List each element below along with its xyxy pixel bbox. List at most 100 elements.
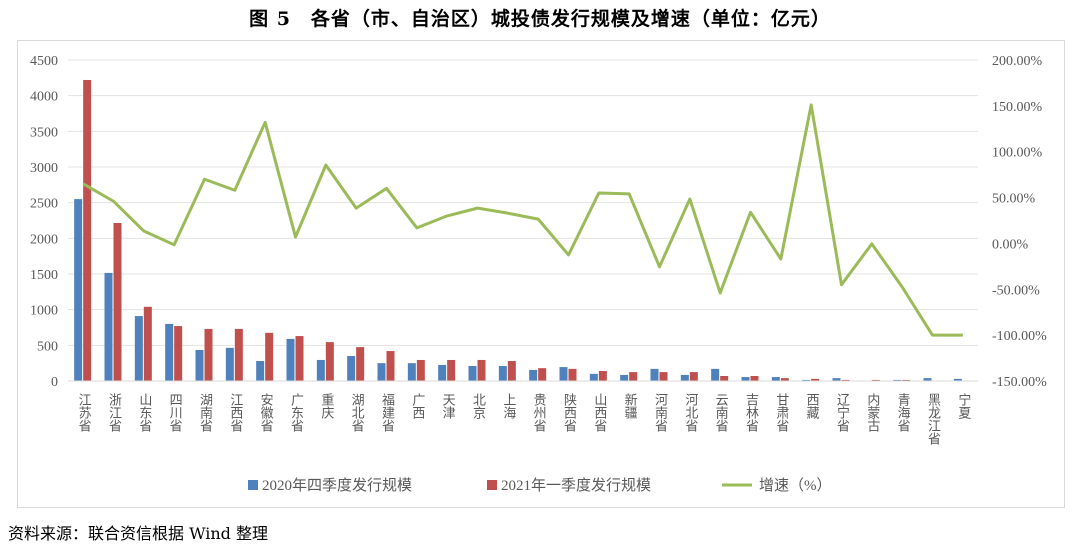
bar-2020q4 — [771, 377, 780, 381]
left-tick-label: 0 — [51, 375, 58, 390]
category-label: 湖北省 — [349, 393, 365, 432]
bar-2020q4 — [225, 347, 234, 381]
left-tick-label: 2000 — [30, 232, 58, 247]
category-label: 天津 — [440, 393, 456, 419]
bar-2020q4 — [559, 367, 568, 381]
left-tick-label: 1500 — [30, 268, 58, 283]
category-label: 山东省 — [136, 393, 152, 432]
bar-2021q1 — [629, 372, 638, 381]
bar-2021q1 — [143, 306, 152, 381]
bar-2020q4 — [620, 374, 629, 381]
bar-2020q4 — [953, 378, 962, 381]
category-label: 广东省 — [288, 393, 304, 432]
bar-2021q1 — [568, 368, 577, 381]
bar-2021q1 — [83, 79, 92, 382]
bar-2021q1 — [265, 332, 274, 381]
category-label: 青海省 — [895, 393, 911, 432]
category-label: 安徽省 — [258, 393, 274, 432]
bar-2020q4 — [377, 363, 386, 381]
bar-2021q1 — [234, 328, 243, 381]
right-tick-label: 50.00% — [992, 192, 1036, 207]
chart-frame — [17, 40, 1065, 508]
legend-label-2021q1: 2021年一季度发行规模 — [501, 477, 651, 494]
bar-2021q1 — [598, 371, 607, 381]
left-tick-label: 2500 — [30, 197, 58, 212]
category-label: 江西省 — [227, 393, 243, 432]
legend-label-2020q4: 2020年四季度发行规模 — [262, 477, 412, 494]
bar-2020q4 — [680, 374, 689, 381]
legend-swatch-2021q1 — [487, 480, 497, 490]
bar-2021q1 — [689, 372, 698, 381]
growth-line — [82, 103, 963, 337]
bar-2020q4 — [832, 378, 841, 381]
category-label: 贵州省 — [531, 393, 547, 432]
left-tick-label: 1000 — [30, 304, 58, 319]
bar-2021q1 — [325, 342, 334, 381]
category-label: 山西省 — [591, 393, 607, 432]
bar-2021q1 — [386, 351, 395, 381]
left-tick-label: 4500 — [30, 54, 58, 69]
bar-2021q1 — [841, 379, 850, 381]
bar-2020q4 — [195, 349, 204, 381]
bar-2021q1 — [811, 378, 820, 381]
legend-label-growth: 增速（%） — [759, 477, 832, 494]
bar-2020q4 — [316, 359, 325, 381]
category-label: 黑龙江省 — [925, 393, 941, 445]
category-label: 湖南省 — [197, 393, 213, 432]
right-tick-label: -100.00% — [992, 329, 1047, 344]
bar-2021q1 — [416, 359, 425, 381]
bar-2020q4 — [923, 378, 932, 381]
category-label: 云南省 — [713, 393, 729, 432]
bar-2020q4 — [498, 366, 507, 381]
bar-2021q1 — [447, 359, 456, 381]
right-tick-label: 0.00% — [992, 237, 1029, 252]
bar-2021q1 — [295, 336, 304, 381]
right-tick-label: 100.00% — [992, 146, 1043, 161]
category-label: 广西 — [409, 393, 425, 419]
category-label: 陕西省 — [561, 393, 577, 432]
bar-2020q4 — [104, 272, 113, 381]
category-label: 重庆 — [318, 392, 334, 419]
category-label: 浙江省 — [106, 393, 122, 432]
right-tick-label: -50.00% — [992, 283, 1040, 298]
right-tick-label: -150.00% — [992, 375, 1047, 390]
bar-2020q4 — [438, 364, 447, 381]
left-tick-label: 3500 — [30, 125, 58, 140]
bar-2020q4 — [802, 379, 811, 381]
bar-2020q4 — [134, 316, 143, 381]
right-tick-label: 150.00% — [992, 100, 1043, 115]
bar-2021q1 — [871, 379, 880, 381]
left-tick-label: 500 — [37, 339, 58, 354]
right-tick-label: 200.00% — [992, 54, 1043, 69]
category-label: 江苏省 — [76, 393, 92, 432]
left-tick-label: 3000 — [30, 161, 58, 176]
bar-2020q4 — [650, 368, 659, 381]
bar-2020q4 — [256, 361, 265, 381]
source-note: 资料来源：联合资信根据 Wind 整理 — [8, 524, 269, 543]
bar-2021q1 — [174, 326, 183, 381]
category-label: 新疆 — [622, 392, 638, 419]
bar-2020q4 — [893, 379, 902, 381]
bar-2020q4 — [165, 323, 174, 381]
left-tick-label: 4000 — [30, 90, 58, 105]
bar-2020q4 — [711, 368, 720, 381]
bar-2021q1 — [750, 376, 759, 381]
bar-2020q4 — [74, 199, 83, 381]
category-label: 河北省 — [682, 393, 698, 432]
category-label: 辽宁省 — [834, 393, 850, 432]
bar-2020q4 — [407, 363, 416, 381]
bar-2020q4 — [286, 338, 295, 381]
bar-2021q1 — [356, 347, 365, 381]
bar-2021q1 — [477, 359, 486, 381]
bar-2020q4 — [529, 369, 538, 381]
bar-2021q1 — [204, 328, 213, 381]
bar-2020q4 — [741, 377, 750, 381]
chart-title: 图 5 各省（市、自治区）城投债发行规模及增速（单位：亿元） — [249, 8, 831, 30]
category-label: 内蒙古 — [864, 392, 880, 432]
bar-2021q1 — [113, 222, 122, 381]
bar-2020q4 — [589, 373, 598, 381]
category-label: 甘肃省 — [773, 393, 789, 432]
bar-2020q4 — [468, 366, 477, 381]
category-label: 河南省 — [652, 393, 668, 432]
